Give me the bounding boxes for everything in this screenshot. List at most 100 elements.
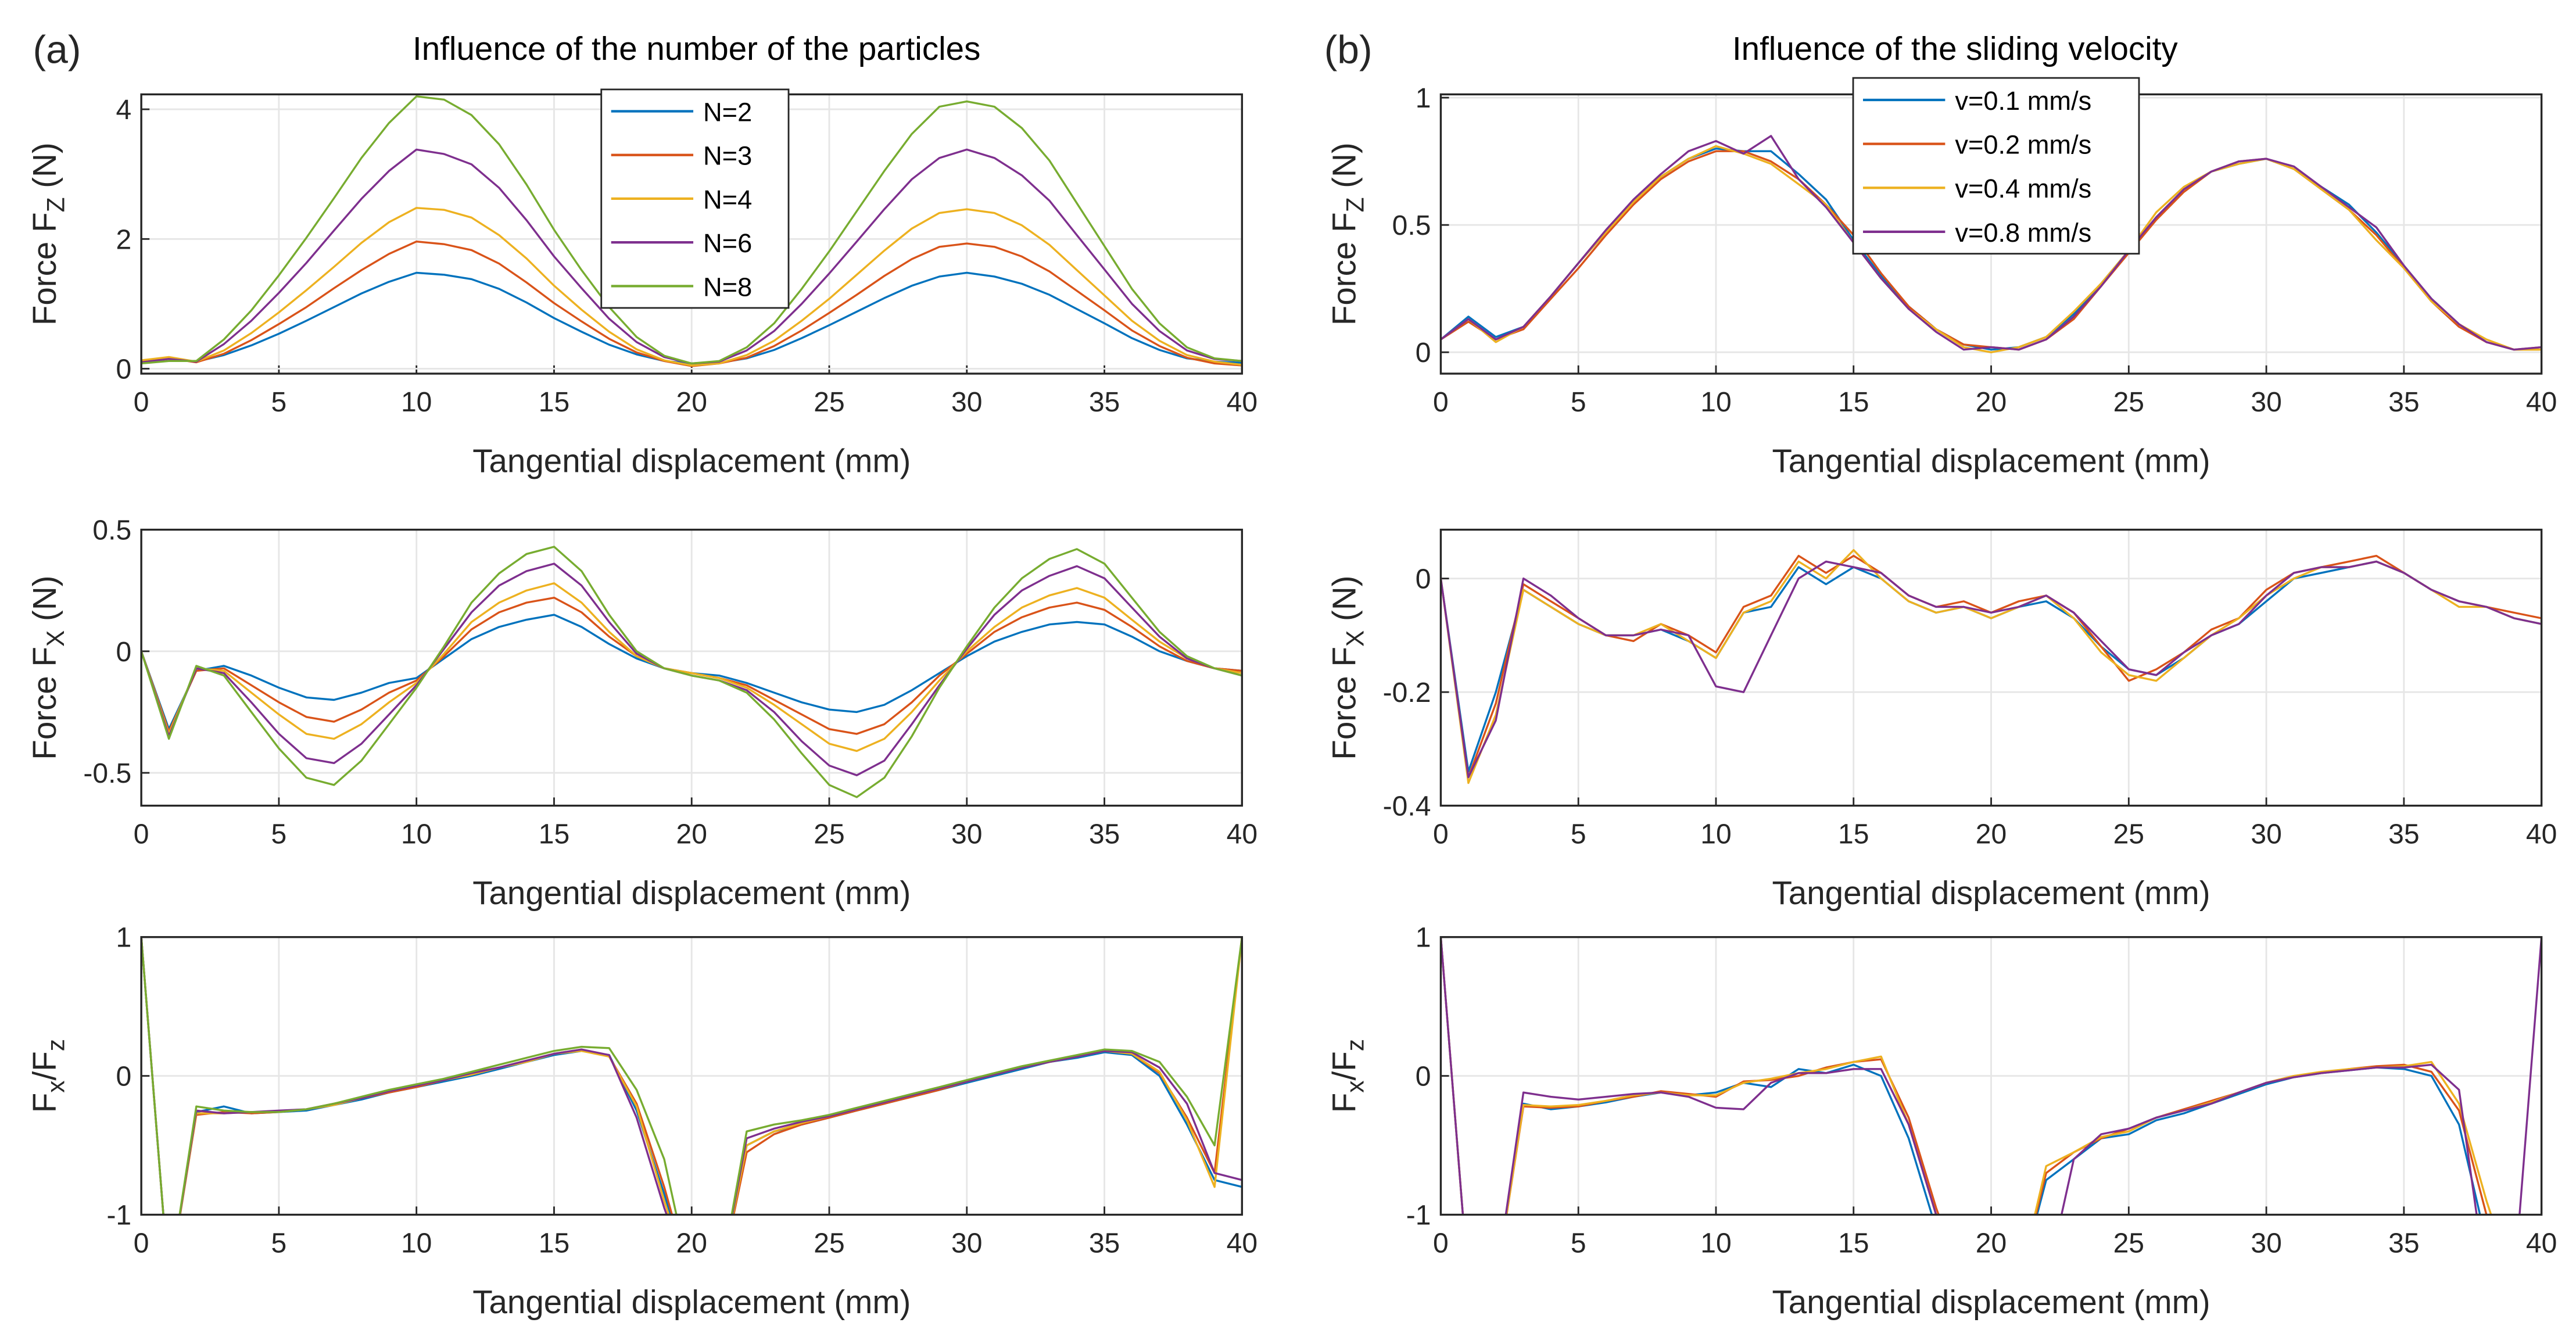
x-tick-label: 5 [271,386,287,418]
x-axis-label: Tangential displacement (mm) [1772,443,2210,479]
x-tick-label: 15 [1838,819,1869,850]
x-tick-label: 30 [2251,819,2281,850]
x-tick-label: 15 [1838,386,1869,418]
x-axis-label: Tangential displacement (mm) [472,1284,911,1320]
y-tick-label: -1 [106,1199,131,1231]
x-tick-label: 20 [676,1228,707,1259]
legend-entry: N=3 [703,141,752,171]
x-tick-label: 35 [1089,819,1120,850]
series-group [141,937,1242,1215]
x-tick-label: 20 [1976,1228,2007,1259]
x-tick-label: 20 [676,819,707,850]
x-tick-label: 35 [1089,1228,1120,1259]
series-group [141,95,1242,367]
legend-entry: N=2 [703,97,752,127]
x-tick-label: 30 [2251,386,2281,418]
legend-entry: v=0.1 mm/s [1955,86,2091,116]
x-tick-label: 40 [2526,386,2557,418]
x-tick-label: 10 [1700,1228,1731,1259]
x-tick-label: 25 [814,1228,844,1259]
x-tick-label: 15 [1838,1228,1869,1259]
y-axis-label-text: (N) [1325,142,1362,197]
series-line-n-8 [141,546,1242,798]
x-tick-label: 40 [2526,1228,2557,1259]
axes-2: 0 5 10 15 20 25 30 35 40 0 0.5 1 Tangential displace… [1325,77,2557,479]
y-tick-label: 0 [116,354,131,385]
y-axis-label-text: Force F [26,647,63,760]
y-tick-label: 1 [1416,83,1431,114]
y-tick-label: 0.5 [1392,210,1431,241]
series-line-n-8 [141,95,1242,365]
y-tick-label: -1 [1406,1199,1431,1231]
y-axis-label-text: (N) [26,142,63,197]
x-tick-label: 20 [1976,819,2007,850]
x-tick-label: 15 [539,1228,569,1259]
y-tick-label: 0 [1416,1061,1431,1092]
x-axis-label: Tangential displacement (mm) [472,443,911,479]
x-tick-label: 10 [1700,819,1731,850]
series-line-v-0-8-mm-s [1441,937,2542,1215]
title-panel-b: Influence of the sliding velocity [1732,30,2178,67]
y-axis-label-text: F [1325,1093,1362,1113]
y-axis-label-text: /F [26,1051,63,1080]
x-tick-label: 35 [2388,819,2419,850]
x-tick-label: 30 [951,386,982,418]
series-group [141,546,1242,798]
y-axis-label-subscript: Z [42,197,69,212]
x-axis-label: Tangential displacement (mm) [1772,1284,2210,1320]
x-tick-label: 35 [2388,386,2419,418]
x-tick-label: 25 [2113,819,2144,850]
axes-box [1439,528,2543,807]
x-tick-label: 15 [539,819,569,850]
x-tick-label: 15 [539,386,569,418]
axes-box [140,936,1244,1216]
x-tick-label: 5 [271,819,287,850]
legend-box [1852,77,2140,255]
x-tick-label: 5 [1571,819,1586,850]
x-tick-label: 5 [271,1228,287,1259]
y-tick-label: 0 [1416,337,1431,368]
title-panel-a: Influence of the number of the particles [413,30,980,67]
legend-entry: N=4 [703,185,752,214]
x-tick-label: 40 [1227,386,1257,418]
series-line-v-0-8-mm-s [1441,560,2542,779]
y-axis-label: Force FZ (N) [26,142,69,325]
legend-entry: v=0.8 mm/s [1955,218,2091,248]
y-tick-label: 1 [116,922,131,954]
x-tick-label: 30 [951,1228,982,1259]
y-tick-label: -0.2 [1383,677,1431,708]
y-axis-label-subscript: z [1342,1039,1369,1051]
x-tick-label: 0 [1433,819,1449,850]
y-axis-label-subscript: X [42,630,69,647]
legend-entry: N=6 [703,228,752,258]
series-line-v-0-4-mm-s [1441,145,2542,353]
y-axis-label-subscript: x [1342,1080,1369,1092]
x-tick-label: 30 [951,819,982,850]
x-tick-label: 0 [134,386,149,418]
x-tick-label: 35 [2388,1228,2419,1259]
y-axis-label: Fx/Fz [1325,1039,1368,1113]
x-tick-label: 0 [1433,1228,1449,1259]
y-tick-label: -0.5 [83,758,131,789]
y-axis-label-subscript: Z [1342,197,1369,212]
x-tick-label: 5 [1571,1228,1586,1259]
x-tick-label: 35 [1089,386,1120,418]
y-tick-label: 1 [1416,922,1431,954]
x-tick-label: 25 [2113,386,2144,418]
legend-entry: N=8 [703,272,752,302]
y-tick-label: -0.4 [1383,791,1431,822]
series-line-n-4 [141,207,1242,367]
x-tick-label: 20 [676,386,707,418]
y-axis-label-subscript: z [42,1039,69,1051]
x-axis-label: Tangential displacement (mm) [472,874,911,911]
y-tick-label: 4 [116,94,131,126]
legend: v=0.1 mm/s v=0.2 mm/s v=0.4 mm/s v=0.8 mm/s [1852,77,2140,255]
x-tick-label: 40 [1227,1228,1257,1259]
axes-1: 0 5 10 15 20 25 30 35 40 0 2 4 Tangential displaceme… [26,88,1257,479]
x-tick-label: 25 [814,386,844,418]
x-tick-label: 40 [2526,819,2557,850]
y-tick-label: 0.5 [92,515,131,546]
y-tick-label: 0 [116,1061,131,1092]
